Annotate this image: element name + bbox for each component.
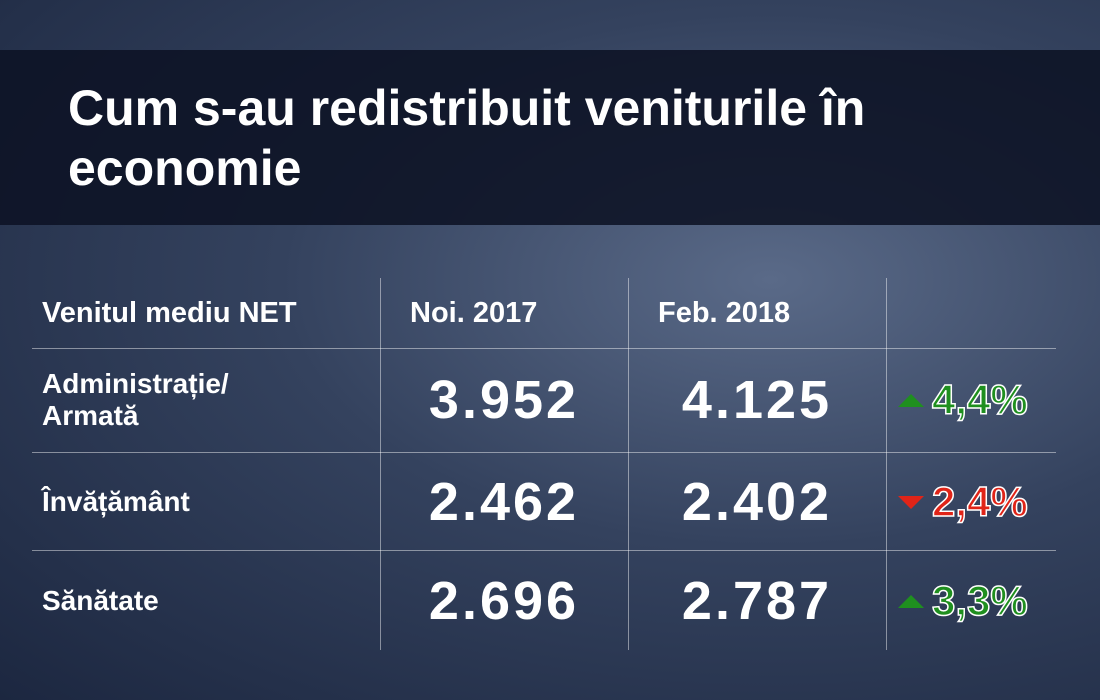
value: 2.402 bbox=[681, 472, 833, 532]
row-label: Învățământ bbox=[42, 486, 190, 517]
value: 2.787 bbox=[681, 571, 833, 631]
change-cell: 3,3% bbox=[898, 552, 1088, 650]
column-divider bbox=[886, 278, 887, 650]
change-value: 4,4% bbox=[931, 375, 1028, 424]
title: Cum s-au redistribuit veniturile în econ… bbox=[68, 80, 866, 196]
row-divider bbox=[32, 452, 1056, 453]
column-divider bbox=[380, 278, 381, 650]
row-label: Administrație/ Armată bbox=[42, 368, 229, 431]
value: 3.952 bbox=[428, 370, 580, 430]
change-value: 2,4% bbox=[931, 477, 1028, 526]
value: 2.462 bbox=[428, 472, 580, 532]
change-cell: 4,4% bbox=[898, 350, 1088, 450]
row-divider bbox=[32, 550, 1056, 551]
change-arrow bbox=[898, 594, 924, 608]
row-divider bbox=[32, 348, 1056, 349]
column-divider bbox=[628, 278, 629, 650]
row-label: Sănătate bbox=[42, 585, 159, 616]
title-band bbox=[0, 50, 1100, 225]
column-header: Feb. 2018 bbox=[658, 296, 791, 329]
value: 2.696 bbox=[428, 571, 580, 631]
change-arrow bbox=[898, 495, 924, 509]
change-cell: 2,4% bbox=[898, 454, 1088, 550]
change-arrow bbox=[898, 393, 924, 407]
change-value: 3,3% bbox=[931, 576, 1028, 625]
column-header: Venitul mediu NET bbox=[42, 296, 297, 329]
column-header: Noi. 2017 bbox=[410, 296, 538, 329]
value: 4.125 bbox=[681, 370, 833, 430]
